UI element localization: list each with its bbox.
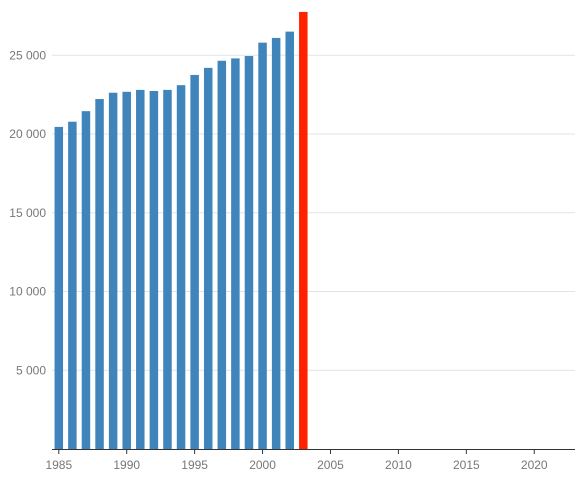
y-axis-ticks: 5 000 10 000 15 000 20 000 25 000 <box>9 48 46 377</box>
bar <box>244 56 254 449</box>
bar <box>217 60 227 449</box>
bar <box>81 111 91 449</box>
x-tick-label: 1995 <box>181 458 208 472</box>
bar <box>231 58 240 450</box>
y-tick-label: 15 000 <box>9 206 46 220</box>
bar <box>258 42 267 450</box>
y-tick-label: 10 000 <box>9 285 46 299</box>
x-tick-label: 2020 <box>521 458 548 472</box>
bar <box>68 121 77 449</box>
x-tick-label: 2000 <box>249 458 276 472</box>
highlighted-bar <box>299 11 308 449</box>
bar <box>176 85 186 450</box>
y-tick-label: 20 000 <box>9 127 46 141</box>
bar-series <box>54 11 308 450</box>
bar <box>190 74 199 449</box>
x-tick-label: 2005 <box>317 458 344 472</box>
x-tick-label: 1985 <box>45 458 72 472</box>
bar <box>271 37 281 450</box>
y-tick-label: 5 000 <box>16 363 46 377</box>
bar <box>163 89 172 450</box>
bar <box>108 92 118 450</box>
y-tick-label: 25 000 <box>9 48 46 62</box>
x-axis-ticks: 1985 1990 1995 2000 2005 2010 2015 2020 <box>45 449 548 472</box>
bar <box>203 67 213 449</box>
bar <box>285 31 294 449</box>
bar <box>149 91 159 449</box>
x-tick-label: 2015 <box>453 458 480 472</box>
bar <box>95 99 104 449</box>
bar <box>136 89 145 450</box>
x-tick-label: 1990 <box>113 458 140 472</box>
x-tick-label: 2010 <box>385 458 412 472</box>
bar <box>54 126 64 449</box>
bar <box>122 91 131 449</box>
